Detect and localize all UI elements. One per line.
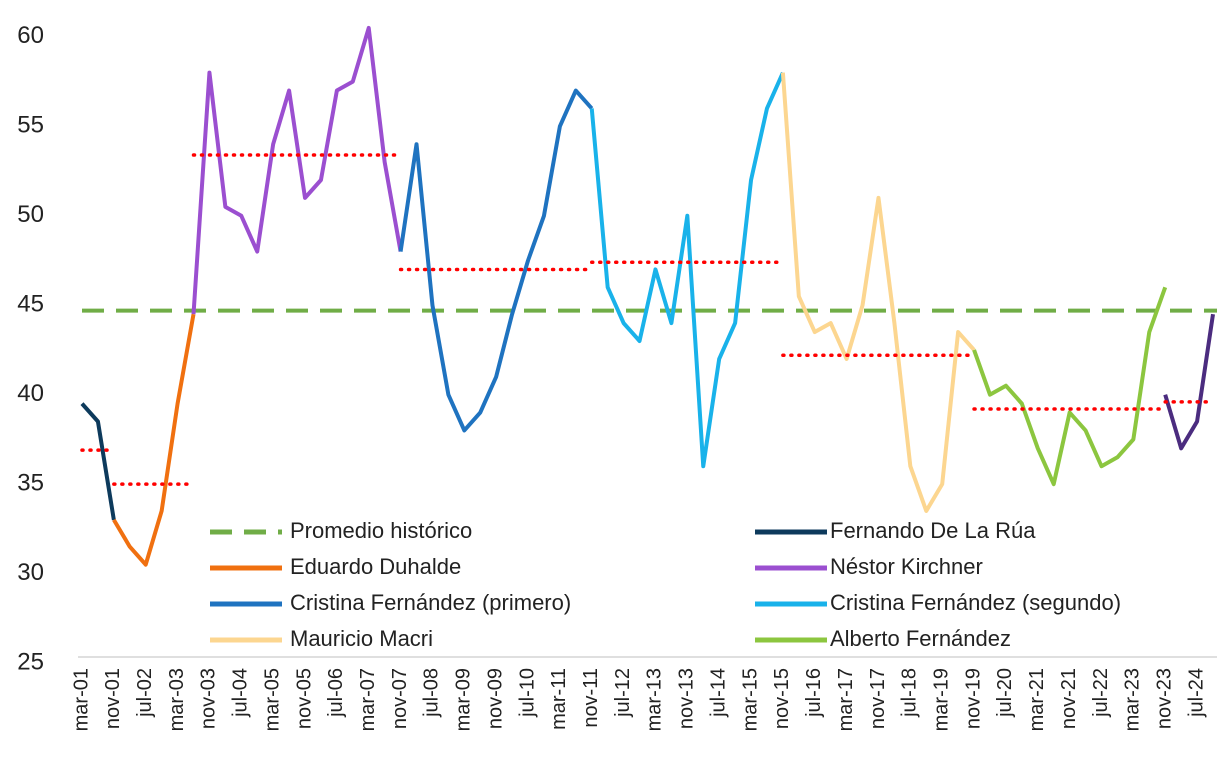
legend-label: Mauricio Macri bbox=[290, 626, 433, 651]
series-line bbox=[1163, 313, 1215, 451]
x-tick-label: nov-17 bbox=[867, 668, 889, 729]
legend-label: Eduardo Duhalde bbox=[290, 554, 461, 579]
x-tick-label: nov-07 bbox=[389, 668, 411, 729]
series-line bbox=[112, 313, 196, 567]
x-tick-label: jul-10 bbox=[516, 668, 538, 718]
y-tick-label: 45 bbox=[17, 291, 44, 318]
x-tick-label: mar-03 bbox=[166, 668, 188, 731]
x-tick-label: mar-13 bbox=[644, 668, 666, 731]
y-tick-label: 40 bbox=[17, 380, 44, 407]
x-tick-label: nov-11 bbox=[580, 668, 602, 728]
x-tick-label: jul-14 bbox=[707, 668, 729, 718]
x-tick-label: nov-23 bbox=[1153, 668, 1175, 729]
legend-label: Cristina Fernández (primero) bbox=[290, 590, 571, 615]
series-line bbox=[80, 402, 116, 521]
x-tick-label: mar-19 bbox=[930, 668, 952, 731]
y-tick-label: 35 bbox=[17, 469, 44, 496]
legend-label: Fernando De La Rúa bbox=[830, 518, 1036, 543]
x-tick-label: nov-21 bbox=[1058, 668, 1080, 729]
legend-label: Néstor Kirchner bbox=[830, 554, 983, 579]
series-line bbox=[780, 72, 976, 513]
legend-label: Alberto Fernández bbox=[830, 626, 1011, 651]
x-tick-label: nov-13 bbox=[676, 668, 698, 729]
x-tick-label: nov-09 bbox=[484, 668, 506, 729]
x-tick-label: jul-24 bbox=[1185, 668, 1207, 718]
x-tick-label: nov-15 bbox=[771, 668, 793, 729]
x-tick-label: mar-05 bbox=[261, 668, 283, 731]
series-line bbox=[398, 88, 594, 433]
x-tick-label: nov-19 bbox=[962, 668, 984, 729]
x-tick-label: jul-22 bbox=[1090, 668, 1112, 718]
legend-label: Cristina Fernández (segundo) bbox=[830, 590, 1121, 615]
x-tick-label: jul-08 bbox=[421, 668, 443, 718]
x-tick-label: jul-16 bbox=[803, 668, 825, 718]
series-line bbox=[972, 286, 1168, 487]
x-tick-label: mar-17 bbox=[835, 668, 857, 731]
x-tick-label: mar-23 bbox=[1122, 668, 1144, 731]
x-tick-label: jul-04 bbox=[230, 668, 252, 718]
x-tick-label: nov-03 bbox=[198, 668, 220, 729]
x-tick-label: mar-07 bbox=[357, 668, 379, 731]
x-tick-label: mar-15 bbox=[739, 668, 761, 731]
x-tick-label: mar-01 bbox=[70, 668, 92, 731]
x-tick-label: jul-18 bbox=[899, 668, 921, 718]
series-line bbox=[191, 25, 403, 315]
y-tick-label: 55 bbox=[17, 112, 44, 139]
y-tick-label: 60 bbox=[17, 22, 44, 49]
series-line bbox=[589, 71, 785, 469]
x-tick-label: jul-02 bbox=[134, 668, 156, 718]
x-tick-label: jul-20 bbox=[994, 668, 1016, 718]
y-tick-label: 25 bbox=[17, 648, 44, 675]
x-tick-label: nov-01 bbox=[102, 668, 124, 729]
x-tick-label: jul-06 bbox=[325, 668, 347, 718]
x-tick-label: mar-11 bbox=[548, 668, 570, 730]
x-tick-label: nov-05 bbox=[293, 668, 315, 729]
x-tick-label: jul-12 bbox=[612, 668, 634, 718]
legend-label: Promedio histórico bbox=[290, 518, 472, 543]
y-tick-label: 30 bbox=[17, 559, 44, 586]
x-tick-label: mar-09 bbox=[453, 668, 475, 731]
y-tick-label: 50 bbox=[17, 201, 44, 228]
x-tick-label: mar-21 bbox=[1026, 668, 1048, 731]
